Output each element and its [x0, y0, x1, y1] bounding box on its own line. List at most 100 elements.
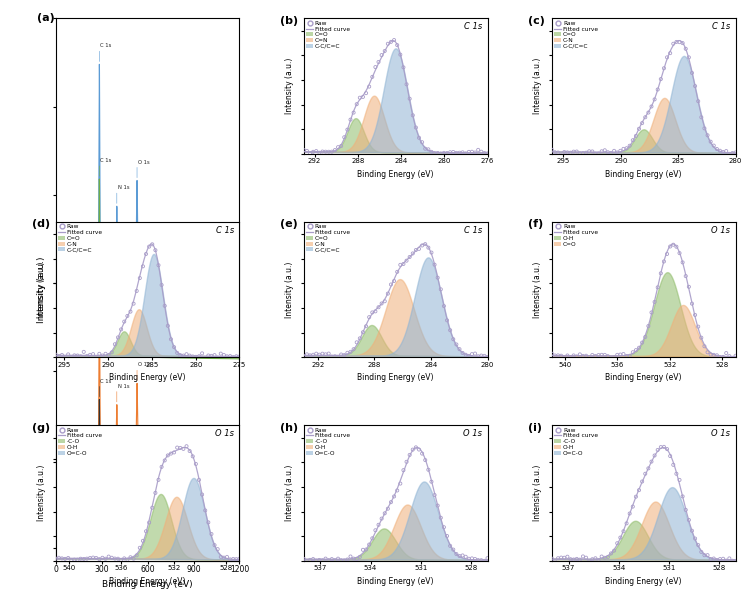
Point — [75, 554, 87, 563]
Text: C 1s: C 1s — [712, 23, 730, 31]
Point — [568, 555, 580, 565]
Point — [478, 351, 490, 361]
Point — [112, 332, 124, 342]
Point — [319, 554, 331, 563]
Text: (b): (b) — [280, 16, 298, 26]
Point — [426, 147, 438, 157]
Point — [692, 540, 704, 550]
Point — [704, 349, 716, 359]
Point — [441, 148, 453, 158]
Point — [571, 554, 583, 564]
Point — [609, 352, 620, 362]
Point — [56, 554, 68, 563]
Point — [727, 148, 739, 158]
Point — [109, 340, 121, 349]
Point — [580, 148, 592, 158]
Point — [416, 137, 428, 147]
Point — [658, 63, 670, 73]
Point — [53, 351, 65, 361]
Point — [643, 321, 655, 331]
Point — [730, 148, 742, 158]
Point — [589, 351, 601, 361]
Point — [562, 148, 574, 158]
Point — [382, 504, 394, 514]
Text: (c): (c) — [528, 16, 545, 26]
Point — [429, 260, 441, 270]
Point — [473, 145, 484, 154]
Point — [382, 289, 394, 299]
Point — [655, 268, 666, 278]
Point — [686, 526, 698, 536]
Point — [555, 351, 567, 360]
Point — [103, 552, 114, 562]
Point — [565, 352, 577, 362]
Point — [674, 37, 686, 47]
Point — [646, 457, 658, 466]
Point — [407, 444, 419, 454]
Point — [683, 282, 695, 292]
Point — [583, 352, 595, 362]
Point — [593, 350, 605, 360]
Point — [432, 273, 444, 283]
X-axis label: Binding Energy (eV): Binding Energy (eV) — [606, 577, 682, 585]
Text: N 1s: N 1s — [117, 185, 129, 190]
Point — [701, 131, 713, 140]
Point — [319, 349, 331, 359]
Point — [670, 469, 682, 479]
Text: O 1s: O 1s — [137, 362, 149, 367]
Point — [168, 342, 180, 352]
Point — [372, 57, 384, 67]
Point — [438, 522, 450, 532]
Point — [453, 148, 465, 158]
Y-axis label: Intensity (a.u.): Intensity (a.u.) — [37, 262, 46, 318]
Point — [416, 240, 428, 250]
Point — [156, 462, 168, 472]
Point — [202, 517, 214, 527]
Point — [413, 444, 425, 454]
Point — [568, 147, 580, 156]
Point — [345, 115, 357, 124]
Point — [307, 350, 319, 360]
Point — [444, 541, 456, 550]
Point — [317, 555, 328, 565]
Point — [403, 450, 415, 460]
Point — [304, 555, 316, 565]
Point — [332, 352, 344, 362]
Point — [90, 352, 102, 362]
Point — [178, 444, 189, 454]
Point — [589, 554, 601, 563]
Legend: Raw, Fitted curve, -C-O, O-H, O=C-O: Raw, Fitted curve, -C-O, O-H, O=C-O — [554, 427, 599, 457]
Point — [193, 475, 205, 485]
Point — [59, 554, 71, 564]
Text: O 1s: O 1s — [711, 226, 730, 235]
Point — [332, 554, 344, 563]
Y-axis label: Intensity (a.u.): Intensity (a.u.) — [533, 58, 542, 115]
Point — [317, 349, 328, 359]
Point — [100, 349, 111, 359]
Point — [218, 350, 230, 360]
Point — [372, 302, 384, 312]
Text: (g): (g) — [32, 422, 50, 433]
Point — [463, 351, 475, 361]
Point — [460, 552, 472, 562]
Point — [605, 549, 617, 558]
Point — [311, 556, 322, 566]
Point — [311, 349, 322, 359]
Point — [667, 460, 679, 470]
Point — [655, 74, 666, 84]
Point — [202, 351, 214, 360]
Point — [360, 88, 372, 98]
Point — [395, 479, 406, 489]
Point — [178, 351, 189, 360]
Point — [149, 488, 161, 498]
Point — [611, 538, 623, 548]
Point — [580, 351, 592, 360]
Point — [298, 351, 310, 361]
Point — [704, 554, 716, 564]
Point — [714, 146, 726, 156]
Point — [429, 490, 441, 500]
Point — [605, 148, 617, 158]
Text: N 1s: N 1s — [117, 485, 129, 490]
Point — [636, 338, 648, 348]
Point — [314, 350, 325, 360]
